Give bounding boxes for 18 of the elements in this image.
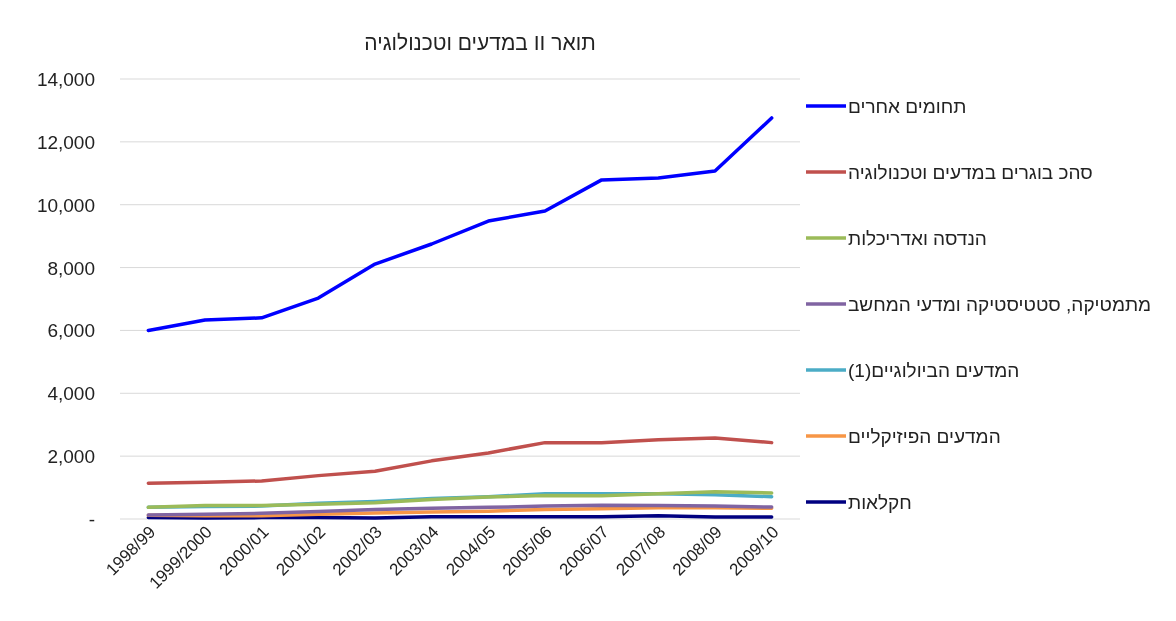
line-series bbox=[146, 116, 774, 333]
legend-label: המדעים הפיזיקליים bbox=[848, 426, 1001, 447]
y-tick-label: 8,000 bbox=[47, 257, 95, 279]
legend-label: הנדסה ואדריכלות bbox=[848, 228, 987, 249]
chart-title: תואר II במדעים וטכנולוגיה bbox=[364, 31, 596, 54]
y-tick-label: 14,000 bbox=[36, 69, 95, 90]
legend-label: מתמטיקה, סטטיסטיקה ומדעי המחשב bbox=[848, 294, 1152, 315]
y-tick-label: - bbox=[88, 509, 95, 530]
y-tick-label: 4,000 bbox=[47, 383, 95, 405]
y-tick-label: 12,000 bbox=[36, 131, 95, 153]
legend-label: המדעים הביולוגיים(1) bbox=[848, 360, 1020, 381]
legend-label: סהכ בוגרים במדעים וטכנולוגיה bbox=[848, 162, 1093, 183]
y-tick-label: 10,000 bbox=[36, 194, 95, 216]
y-tick-label: 2,000 bbox=[47, 446, 95, 468]
legend-label: חקלאות bbox=[848, 492, 912, 513]
legend-label: תחומים אחרים bbox=[848, 96, 967, 117]
y-tick-label: 6,000 bbox=[47, 320, 95, 342]
line-series bbox=[146, 436, 774, 485]
